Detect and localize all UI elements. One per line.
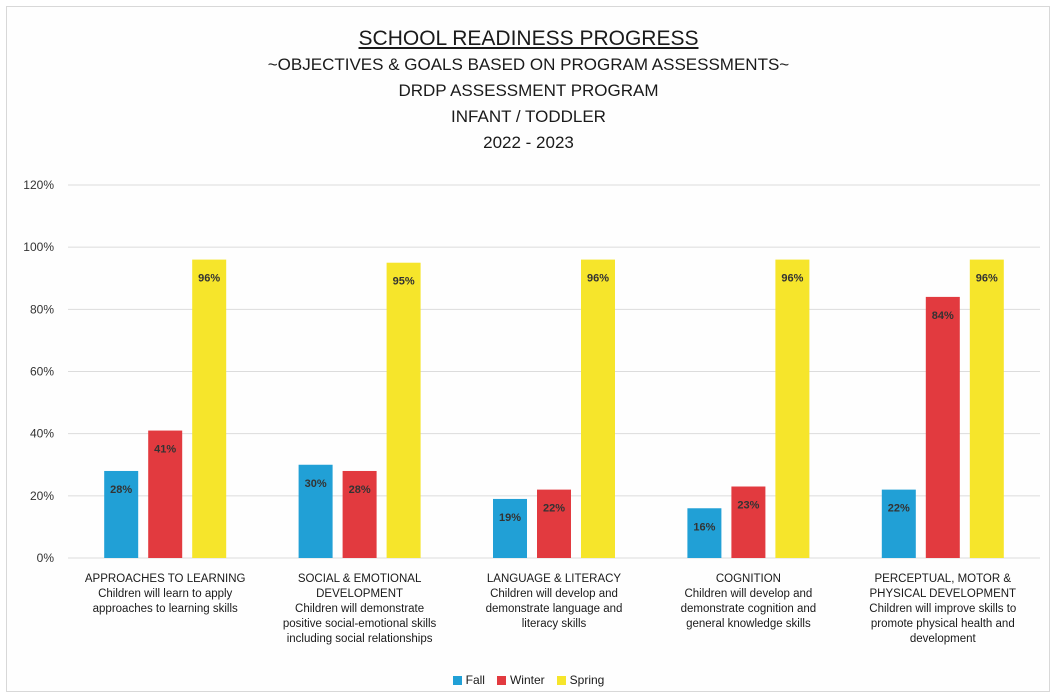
- y-tick-label: 40%: [30, 427, 54, 441]
- bar-data-label: 28%: [110, 484, 132, 496]
- legend-item-winter: Winter: [496, 673, 545, 687]
- category-label: LANGUAGE & LITERACY Children will develop…: [486, 573, 623, 630]
- bar-data-label: 96%: [587, 273, 609, 285]
- category-label-line: including social relationships: [287, 633, 433, 645]
- legend: Fall Winter Spring: [0, 673, 1057, 687]
- category-label-line: Children will demonstrate: [295, 603, 424, 615]
- y-tick-label: 20%: [30, 489, 54, 503]
- category-label-line: Children will develop and: [490, 588, 618, 600]
- legend-swatch: [556, 676, 566, 685]
- chart-title: SCHOOL READINESS PROGRESS: [358, 27, 699, 50]
- category-label: SOCIAL & EMOTIONAL DEVELOPMENT Children wi…: [283, 573, 437, 645]
- bar-spring: [386, 262, 421, 558]
- category-label-line: Children will improve skills to: [869, 603, 1016, 615]
- category-label: COGNITION Children will develop and demons…: [681, 573, 817, 630]
- legend-label: Winter: [509, 673, 545, 687]
- legend-swatch: [496, 676, 506, 685]
- chart-subtitle-program: DRDP ASSESSMENT PROGRAM: [398, 81, 659, 100]
- bar-spring: [581, 259, 615, 558]
- chart-subtitle-year: 2022 - 2023: [483, 133, 574, 152]
- y-tick-label: 0%: [37, 551, 55, 565]
- bar-data-label: 16%: [693, 521, 715, 533]
- chart-titles: SCHOOL READINESS PROGRESS ~OBJECTIVES & …: [0, 26, 1057, 156]
- bar-data-label: 23%: [737, 500, 759, 512]
- y-tick-label: 100%: [23, 240, 54, 254]
- bar-data-label: 28%: [349, 484, 371, 496]
- category-label-line: SOCIAL & EMOTIONAL: [298, 573, 422, 585]
- bar-fall: [493, 498, 527, 558]
- category-label: PERCEPTUAL, MOTOR & PHYSICAL DEVELOPMENT C…: [869, 573, 1016, 645]
- category-label-line: Children will develop and: [684, 588, 812, 600]
- legend-swatch: [452, 676, 462, 685]
- category-label-line: PERCEPTUAL, MOTOR &: [875, 573, 1012, 585]
- category-label-line: development: [910, 633, 977, 645]
- bar-fall: [881, 489, 916, 558]
- y-tick-label: 120%: [23, 178, 54, 192]
- bar-data-label: 30%: [305, 478, 327, 490]
- bar-fall: [298, 464, 333, 558]
- bar-data-label: 96%: [198, 273, 220, 285]
- legend-item-fall: Fall: [452, 673, 485, 687]
- category-label-line: demonstrate language and: [486, 603, 623, 615]
- bar-data-label: 96%: [781, 273, 803, 285]
- bar-fall: [687, 508, 722, 558]
- bar-data-label: 19%: [499, 512, 521, 524]
- bar-winter: [148, 430, 183, 558]
- bar-data-label: 84%: [932, 310, 954, 322]
- bar-fall: [104, 470, 139, 558]
- category-label-line: Children will learn to apply: [98, 588, 232, 600]
- bar-spring: [775, 259, 810, 558]
- category-label-line: PHYSICAL DEVELOPMENT: [870, 588, 1017, 600]
- y-tick-label: 80%: [30, 302, 54, 316]
- category-label-line: approaches to learning skills: [93, 603, 238, 615]
- category-label-line: APPROACHES TO LEARNING: [85, 573, 246, 585]
- bar-winter: [537, 489, 571, 558]
- category-label-line: demonstrate cognition and: [681, 603, 817, 615]
- legend-label: Spring: [569, 673, 605, 687]
- bar-data-label: 22%: [543, 503, 565, 515]
- bar-spring: [192, 259, 227, 558]
- bar-data-label: 22%: [888, 503, 910, 515]
- chart-frame: [6, 6, 1050, 692]
- bar-data-label: 41%: [154, 444, 176, 456]
- chart-subtitle-objectives: ~OBJECTIVES & GOALS BASED ON PROGRAM ASS…: [267, 55, 790, 74]
- bar-winter: [731, 486, 766, 558]
- category-label-line: DEVELOPMENT: [316, 588, 403, 600]
- category-label-line: LANGUAGE & LITERACY: [487, 573, 622, 585]
- legend-item-spring: Spring: [556, 673, 605, 687]
- bar-spring: [969, 259, 1004, 558]
- category-label-line: general knowledge skills: [686, 618, 811, 630]
- chart-subtitle-age-group: INFANT / TODDLER: [451, 107, 606, 126]
- category-label-line: literacy skills: [522, 618, 587, 630]
- bar-data-label: 96%: [976, 273, 998, 285]
- category-label-line: COGNITION: [716, 573, 781, 585]
- bar-winter: [342, 470, 377, 558]
- legend-label: Fall: [465, 673, 485, 687]
- category-label: APPROACHES TO LEARNING Children will lear…: [85, 573, 246, 615]
- category-label-line: positive social-emotional skills: [283, 618, 437, 630]
- y-tick-label: 60%: [30, 365, 54, 379]
- bar-winter: [925, 296, 960, 558]
- bar-data-label: 95%: [393, 276, 415, 288]
- category-label-line: promote physical health and: [871, 618, 1015, 630]
